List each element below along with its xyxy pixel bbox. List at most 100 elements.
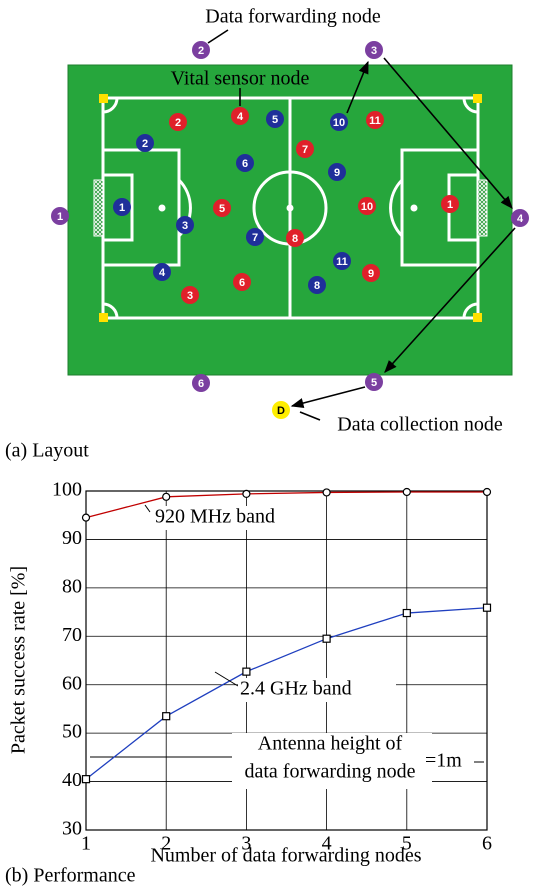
node-number: D: [277, 405, 285, 417]
node-number: 11: [336, 256, 348, 268]
node: [192, 374, 210, 392]
node-number: 7: [252, 232, 258, 244]
x-tick-label: 4: [322, 833, 332, 855]
node-number: 1: [447, 199, 453, 211]
node: [333, 252, 351, 270]
marker: [482, 487, 492, 497]
node-number: 5: [371, 377, 377, 389]
node: [213, 199, 231, 217]
marker: [81, 513, 91, 522]
marker: [322, 634, 331, 643]
y-axis-label: Packet success rate [%]: [8, 566, 30, 754]
annotation-bg: [232, 733, 432, 789]
legend-bg: [238, 678, 396, 702]
marker: [242, 667, 251, 676]
y-tick-label: 50: [62, 721, 82, 743]
series-line: [85, 491, 487, 519]
x-tick-label: 6: [482, 833, 492, 855]
legend-leader: [214, 671, 239, 687]
node-number: 8: [292, 233, 298, 245]
node: [358, 197, 376, 215]
node-number: 10: [361, 201, 373, 213]
node: [176, 216, 194, 234]
marker: [402, 608, 411, 618]
node: [192, 41, 210, 59]
node-number: 6: [198, 378, 204, 390]
node: [153, 263, 171, 281]
node: [233, 273, 251, 291]
node: [246, 228, 264, 246]
marker: [81, 775, 91, 784]
node-number: 2: [142, 138, 148, 150]
annotation: data forwarding node: [244, 761, 415, 783]
node: [328, 163, 346, 181]
collection-label: Data collection node: [337, 414, 503, 436]
y-tick-label: 60: [62, 672, 82, 694]
node-number: 5: [219, 203, 225, 215]
node: [308, 276, 326, 294]
vital-label: Vital sensor node: [171, 68, 310, 90]
x-axis-label: Number of data forwarding nodes: [150, 845, 421, 867]
node: [366, 111, 384, 129]
node-number: 2: [175, 117, 181, 129]
annotation: Antenna height of: [258, 733, 403, 755]
node: [51, 207, 69, 225]
node: [169, 113, 187, 131]
x-tick-label: 5: [402, 833, 412, 855]
y-tick-label: 90: [62, 527, 82, 549]
node: [511, 209, 529, 227]
node-number: 4: [517, 213, 524, 225]
marker: [482, 603, 492, 612]
node-number: 9: [334, 167, 340, 179]
node-number: 9: [368, 268, 374, 280]
legend-label: 920 MHz band: [155, 506, 275, 528]
annotation-bg: [424, 748, 474, 776]
node: [296, 140, 314, 158]
arrows: [207, 29, 516, 421]
node-number: 3: [371, 45, 377, 57]
x-tick-label: 1: [81, 833, 91, 855]
node-number: 4: [159, 267, 166, 279]
forwarding-label: Data forwarding node: [205, 6, 381, 28]
node: [330, 113, 348, 131]
node-number: 10: [333, 117, 345, 129]
node: [236, 154, 254, 172]
node: [272, 401, 290, 419]
y-tick-label: 70: [62, 624, 82, 646]
x-tick-label: 3: [241, 833, 251, 855]
node-number: 2: [198, 45, 204, 57]
legend-leader: [144, 504, 151, 513]
y-tick-label: 100: [52, 479, 82, 501]
node: [365, 373, 383, 391]
node-number: 3: [182, 220, 188, 232]
node-number: 5: [272, 114, 278, 126]
field: [67, 64, 513, 376]
x-tick-label: 2: [161, 833, 171, 855]
marker: [162, 712, 171, 721]
node-number: 11: [369, 115, 381, 127]
node-number: 8: [314, 280, 320, 292]
node: [266, 110, 284, 128]
node-number: 6: [242, 158, 248, 170]
node-number: 4: [237, 111, 244, 123]
node-number: 7: [302, 144, 308, 156]
series-line: [85, 607, 488, 780]
marker: [322, 488, 331, 497]
node-number: 3: [187, 290, 193, 302]
marker: [242, 489, 251, 499]
y-tick-label: 40: [62, 769, 82, 791]
node-number: 6: [239, 277, 245, 289]
node: [441, 195, 459, 213]
caption: (a) Layout: [5, 440, 89, 462]
node: [231, 107, 249, 125]
node: [136, 134, 154, 152]
node: [113, 198, 131, 216]
annotation: =1m: [425, 750, 462, 772]
node: [286, 229, 304, 247]
legend-label: 2.4 GHz band: [240, 678, 352, 700]
node: [362, 264, 380, 282]
caption: (b) Performance: [5, 865, 136, 887]
node-number: 1: [119, 202, 125, 214]
y-tick-label: 30: [62, 818, 82, 840]
marker: [162, 492, 171, 501]
